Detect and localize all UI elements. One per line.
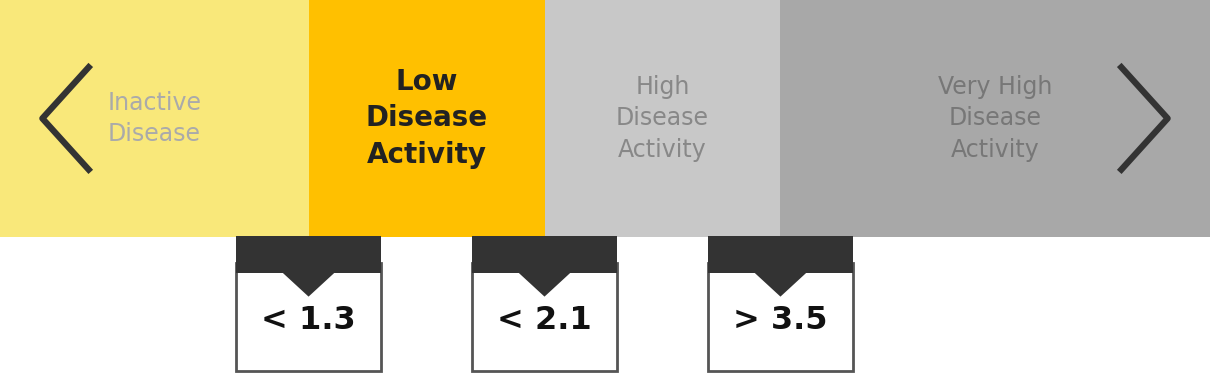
Bar xyxy=(472,236,617,273)
Bar xyxy=(240,262,378,278)
FancyBboxPatch shape xyxy=(472,263,617,371)
Bar xyxy=(708,236,853,273)
Bar xyxy=(476,262,613,278)
Text: Very High
Disease
Activity: Very High Disease Activity xyxy=(938,75,1053,162)
Polygon shape xyxy=(754,273,807,296)
Text: < 2.1: < 2.1 xyxy=(497,305,592,337)
Text: Low
Disease
Activity: Low Disease Activity xyxy=(365,68,488,169)
Bar xyxy=(309,0,544,237)
Polygon shape xyxy=(518,273,571,296)
Bar xyxy=(544,0,780,237)
Bar xyxy=(780,0,1210,237)
Text: High
Disease
Activity: High Disease Activity xyxy=(616,75,709,162)
FancyBboxPatch shape xyxy=(708,263,853,371)
Bar xyxy=(711,262,849,278)
Text: > 3.5: > 3.5 xyxy=(733,305,828,337)
Text: < 1.3: < 1.3 xyxy=(261,305,356,337)
Text: Inactive
Disease: Inactive Disease xyxy=(108,91,201,146)
Bar xyxy=(236,236,381,273)
FancyBboxPatch shape xyxy=(236,263,381,371)
Polygon shape xyxy=(282,273,335,296)
Bar xyxy=(0,0,309,237)
